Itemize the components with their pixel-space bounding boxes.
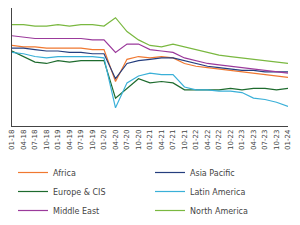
- svg-text:Middle East: Middle East: [53, 207, 99, 216]
- svg-text:10-23: 10-23: [273, 130, 281, 150]
- svg-text:07-21: 07-21: [169, 130, 177, 150]
- svg-text:10-18: 10-18: [43, 130, 51, 150]
- svg-text:07-20: 07-20: [123, 130, 131, 150]
- svg-text:07-18: 07-18: [31, 130, 39, 150]
- svg-text:10-20: 10-20: [135, 130, 143, 150]
- svg-text:Africa: Africa: [53, 169, 76, 178]
- svg-text:01-21: 01-21: [146, 130, 154, 150]
- svg-text:04-19: 04-19: [66, 130, 74, 150]
- svg-text:04-23: 04-23: [250, 130, 258, 150]
- svg-text:07-19: 07-19: [77, 130, 85, 150]
- svg-text:04-18: 04-18: [20, 130, 28, 150]
- svg-text:04-20: 04-20: [112, 130, 120, 150]
- svg-text:01-24: 01-24: [284, 129, 292, 150]
- svg-text:01-18: 01-18: [8, 130, 16, 150]
- svg-text:Asia Pacific: Asia Pacific: [190, 169, 235, 178]
- svg-text:01-22: 01-22: [192, 130, 200, 150]
- svg-text:10-21: 10-21: [181, 130, 189, 150]
- svg-text:10-22: 10-22: [227, 130, 235, 150]
- svg-text:07-23: 07-23: [261, 130, 269, 150]
- svg-text:10-19: 10-19: [89, 130, 97, 150]
- svg-text:01-19: 01-19: [54, 130, 62, 150]
- svg-text:04-21: 04-21: [158, 130, 166, 150]
- svg-text:Latin America: Latin America: [190, 188, 245, 197]
- svg-text:07-22: 07-22: [215, 130, 223, 150]
- svg-text:01-23: 01-23: [238, 130, 246, 150]
- svg-text:04-22: 04-22: [204, 130, 212, 150]
- svg-text:North America: North America: [190, 207, 248, 216]
- svg-text:01-20: 01-20: [100, 130, 108, 150]
- svg-text:Europe & CIS: Europe & CIS: [53, 188, 105, 197]
